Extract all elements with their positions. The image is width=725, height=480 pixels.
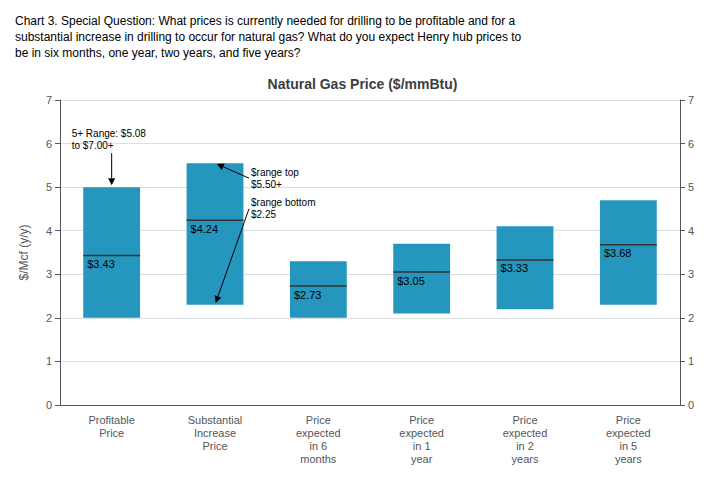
svg-text:Increase: Increase — [194, 427, 236, 439]
svg-text:in 2: in 2 — [516, 440, 534, 452]
svg-text:0: 0 — [46, 399, 52, 411]
svg-text:in 1: in 1 — [413, 440, 431, 452]
svg-text:$4.24: $4.24 — [191, 223, 219, 235]
svg-text:substantial increase in drilli: substantial increase in drilling to occu… — [15, 30, 522, 44]
svg-text:Price: Price — [99, 427, 124, 439]
svg-text:$2.73: $2.73 — [294, 289, 322, 301]
svg-text:7: 7 — [688, 94, 694, 106]
svg-text:Price: Price — [306, 414, 331, 426]
svg-text:year: year — [411, 453, 433, 465]
svg-text:5+ Range: $5.08: 5+ Range: $5.08 — [72, 128, 147, 139]
svg-text:5: 5 — [688, 181, 694, 193]
svg-text:$5.50+: $5.50+ — [251, 179, 282, 190]
svg-text:expected: expected — [503, 427, 548, 439]
svg-text:years: years — [615, 453, 642, 465]
svg-text:5: 5 — [46, 181, 52, 193]
svg-text:in 5: in 5 — [619, 440, 637, 452]
svg-text:Natural Gas Price ($/mmBtu): Natural Gas Price ($/mmBtu) — [268, 76, 458, 92]
svg-text:$range bottom: $range bottom — [251, 197, 316, 208]
svg-text:Price: Price — [512, 414, 537, 426]
svg-text:expected: expected — [606, 427, 651, 439]
svg-text:Price: Price — [616, 414, 641, 426]
svg-text:$3.68: $3.68 — [604, 247, 632, 259]
svg-text:2: 2 — [46, 312, 52, 324]
svg-text:2: 2 — [688, 312, 694, 324]
svg-text:Price: Price — [202, 440, 227, 452]
svg-text:$3.05: $3.05 — [397, 275, 425, 287]
svg-text:$/Mcf (y/y): $/Mcf (y/y) — [17, 224, 31, 280]
svg-text:3: 3 — [688, 268, 694, 280]
svg-text:1: 1 — [688, 355, 694, 367]
svg-text:expected: expected — [296, 427, 341, 439]
svg-text:7: 7 — [46, 94, 52, 106]
svg-text:Price: Price — [409, 414, 434, 426]
svg-text:years: years — [512, 453, 539, 465]
svg-text:in 6: in 6 — [309, 440, 327, 452]
svg-text:4: 4 — [46, 225, 52, 237]
svg-text:1: 1 — [46, 355, 52, 367]
svg-text:Substantial: Substantial — [188, 414, 242, 426]
svg-text:$range top: $range top — [251, 167, 299, 178]
svg-text:$3.43: $3.43 — [87, 258, 115, 270]
svg-text:be in six months, one year, tw: be in six months, one year, two years, a… — [15, 46, 301, 60]
svg-text:$3.33: $3.33 — [501, 262, 529, 274]
svg-text:4: 4 — [688, 225, 694, 237]
svg-text:Chart 3. Special Question: Wha: Chart 3. Special Question: What prices i… — [15, 14, 516, 28]
svg-text:6: 6 — [688, 138, 694, 150]
svg-text:$2.25: $2.25 — [251, 209, 276, 220]
svg-text:6: 6 — [46, 138, 52, 150]
svg-text:expected: expected — [399, 427, 444, 439]
svg-text:months: months — [300, 453, 337, 465]
svg-text:Profitable: Profitable — [88, 414, 134, 426]
svg-text:to $7.00+: to $7.00+ — [72, 140, 114, 151]
svg-text:0: 0 — [688, 399, 694, 411]
svg-text:3: 3 — [46, 268, 52, 280]
